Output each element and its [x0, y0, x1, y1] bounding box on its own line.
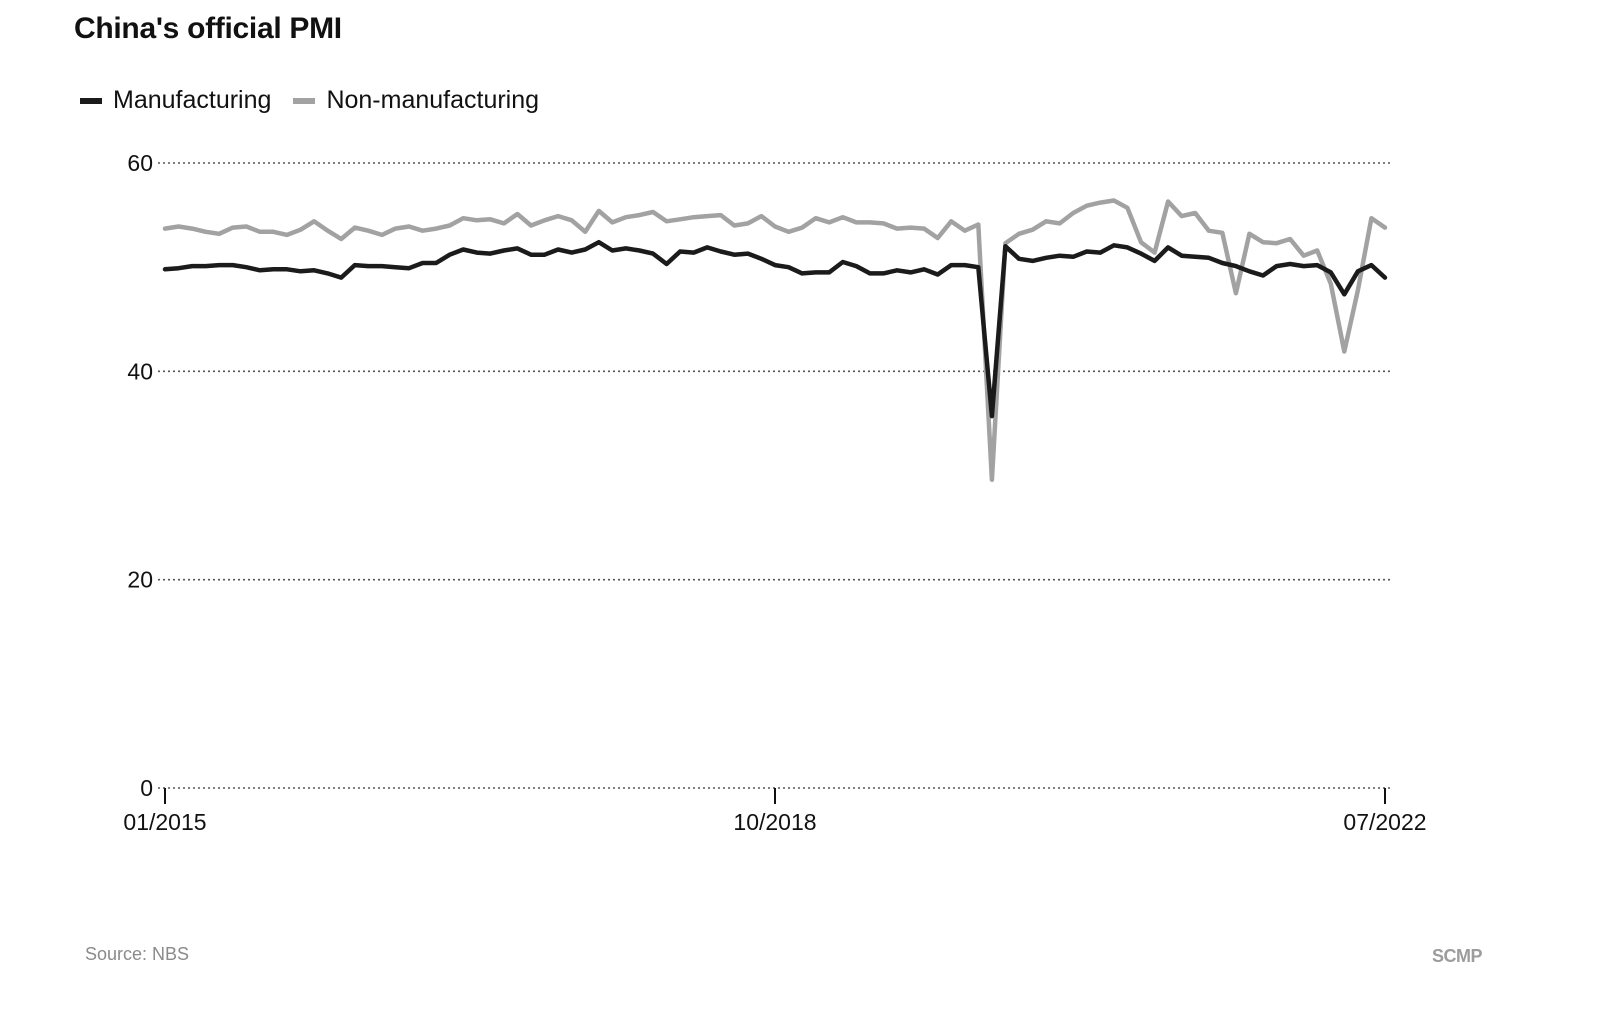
x-tick-label: 01/2015 [123, 809, 206, 835]
chart-legend: Manufacturing Non-manufacturing [80, 86, 561, 115]
legend-swatch-manufacturing [80, 97, 102, 104]
legend-label-manufacturing: Manufacturing [113, 86, 272, 114]
x-tick-label: 10/2018 [733, 809, 816, 835]
legend-swatch-non-manufacturing [293, 97, 316, 104]
series-line-non-manufacturing [162, 198, 1388, 482]
y-tick-label: 60 [127, 150, 153, 176]
chart-title: China's official PMI [74, 12, 342, 45]
x-tick-label: 07/2022 [1343, 809, 1426, 835]
y-tick-label: 20 [127, 567, 153, 593]
brand-logo: SCMP [1431, 946, 1483, 966]
y-tick-label: 40 [127, 358, 153, 384]
y-tick-label: 0 [140, 775, 153, 801]
legend-item-non-manufacturing: Non-manufacturing [293, 86, 539, 115]
source-note: Source: NBS [85, 944, 190, 964]
legend-item-manufacturing: Manufacturing [80, 86, 271, 115]
legend-label-non-manufacturing: Non-manufacturing [326, 86, 540, 114]
series-line-manufacturing [162, 239, 1388, 419]
